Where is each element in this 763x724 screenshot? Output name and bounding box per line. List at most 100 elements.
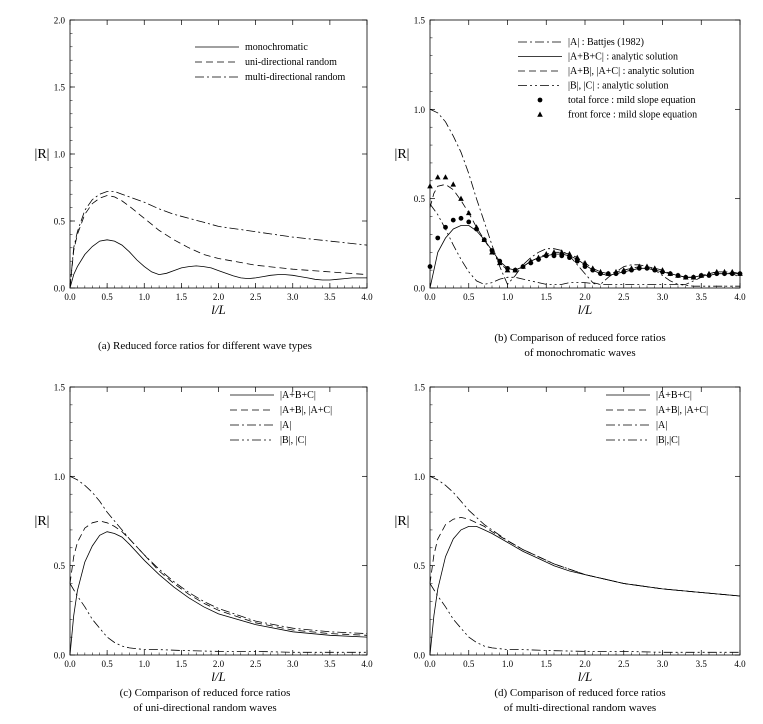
x-tick-label: 1.5 bbox=[176, 659, 188, 669]
legend-item: |A+B|, |A+C| : analytic solution bbox=[518, 66, 694, 77]
data-point-triangle bbox=[628, 265, 635, 271]
legend: |A| : Battjes (1982) |A+B+C| : analytic s… bbox=[518, 37, 697, 121]
data-point-triangle bbox=[450, 181, 457, 187]
data-point-triangle bbox=[481, 236, 488, 242]
series-line bbox=[69, 531, 368, 656]
legend-label: monochromatic bbox=[245, 42, 308, 53]
series-line bbox=[429, 526, 741, 656]
legend-marker-circle bbox=[537, 97, 543, 103]
legend-item: front force : mild slope equation bbox=[537, 110, 697, 121]
data-point-triangle bbox=[737, 270, 743, 276]
series-2 bbox=[69, 520, 368, 636]
data-point-circle bbox=[443, 224, 448, 230]
series-4 bbox=[429, 203, 740, 287]
data-point-triangle bbox=[558, 249, 565, 255]
legend: monochromatic uni-directional random multi… bbox=[195, 42, 345, 83]
data-point-triangle bbox=[442, 174, 449, 180]
series-1 bbox=[69, 239, 367, 289]
data-point-triangle bbox=[706, 270, 712, 276]
data-point-triangle bbox=[496, 259, 503, 266]
series-line bbox=[69, 195, 368, 289]
data-point-triangle bbox=[721, 268, 728, 275]
y-tick-label: 0.0 bbox=[414, 284, 426, 294]
panel-b-caption: (b) Comparison of reduced force ratios o… bbox=[400, 331, 760, 361]
y-tick-label: 1.0 bbox=[414, 472, 426, 482]
data-point-triangle bbox=[605, 270, 612, 276]
x-tick-label: 0.0 bbox=[424, 659, 436, 669]
legend-label: |B|,|C| bbox=[656, 435, 680, 446]
legend-item: |B|, |C| : analytic solution bbox=[518, 81, 669, 92]
series-3 bbox=[69, 191, 368, 289]
x-axis-label: l/L bbox=[211, 669, 225, 684]
x-tick-label: 2.0 bbox=[213, 292, 225, 302]
panel-c: 0.0 0.5 1.0 1.5 2.0 2.5 3.0 3.5 4.0 0.0 0.5 1.0 1.5 l… bbox=[35, 383, 374, 685]
y-tick-label: 0.5 bbox=[414, 194, 426, 204]
x-tick-label: 1.5 bbox=[176, 292, 188, 302]
data-point-triangle bbox=[527, 258, 534, 264]
data-point-triangle bbox=[613, 268, 619, 275]
x-tick-label: 3.5 bbox=[324, 292, 336, 302]
y-tick-label: 1.5 bbox=[54, 83, 66, 93]
legend-item: uni-directional random bbox=[195, 57, 337, 68]
y-axis-label: |R| bbox=[395, 147, 410, 162]
x-tick-label: 1.0 bbox=[502, 659, 514, 669]
legend-item: |A| bbox=[606, 420, 667, 431]
series-line bbox=[69, 583, 367, 653]
legend-item: |A+B+C| bbox=[606, 390, 692, 401]
x-tick-label: 0.5 bbox=[102, 292, 114, 302]
data-point-triangle bbox=[682, 274, 689, 280]
x-axis-label: l/L bbox=[211, 302, 225, 317]
data-point-circle bbox=[574, 258, 580, 264]
series-line bbox=[429, 203, 740, 287]
x-tick-label: 1.5 bbox=[541, 659, 553, 669]
x-tick-label: 2.0 bbox=[213, 659, 225, 669]
panel-b-caption-line-2: of monochromatic waves bbox=[524, 347, 636, 359]
data-point-triangle bbox=[698, 272, 705, 278]
data-point-circle bbox=[466, 219, 472, 225]
legend-item: |B|,|C| bbox=[606, 435, 680, 446]
series-1 bbox=[429, 108, 741, 286]
data-point-triangle bbox=[667, 270, 674, 276]
legend-label: |A+B|, |A+C| bbox=[656, 405, 708, 416]
legend-label: |A+B|, |A+C| bbox=[280, 405, 332, 416]
series-4 bbox=[429, 583, 740, 653]
data-point-triangle bbox=[434, 174, 441, 180]
series-1 bbox=[429, 526, 741, 656]
x-tick-label: 4.0 bbox=[361, 659, 373, 669]
y-tick-label: 1.5 bbox=[414, 383, 426, 393]
x-axis-label: l/L bbox=[578, 669, 592, 684]
data-point-circle bbox=[559, 253, 565, 259]
x-tick-label: 1.0 bbox=[502, 292, 514, 302]
y-tick-label: 1.0 bbox=[54, 150, 66, 160]
data-point-triangle bbox=[589, 265, 596, 271]
x-tick-label: 0.5 bbox=[102, 659, 114, 669]
data-point-circle bbox=[458, 215, 464, 221]
data-point-circle bbox=[551, 253, 557, 259]
x-tick-label: 0.0 bbox=[64, 292, 76, 302]
data-point-triangle bbox=[574, 254, 581, 260]
x-tick-label: 0.0 bbox=[64, 659, 76, 669]
series-6 bbox=[427, 174, 743, 280]
data-point-triangle bbox=[620, 267, 627, 273]
y-axis-label: |R| bbox=[35, 147, 50, 162]
data-point-triangle bbox=[566, 251, 573, 257]
legend-label: |B|, |C| : analytic solution bbox=[568, 81, 669, 92]
legend-label: uni-directional random bbox=[245, 57, 337, 68]
legend-item: multi-directional random bbox=[195, 72, 345, 83]
data-point-triangle bbox=[427, 183, 433, 189]
legend-label: |A| : Battjes (1982) bbox=[568, 37, 644, 48]
legend-label: total force : mild slope equation bbox=[568, 95, 695, 106]
series-line bbox=[69, 191, 368, 289]
data-point-triangle bbox=[458, 195, 464, 201]
data-point-triangle bbox=[636, 263, 643, 269]
data-point-circle bbox=[582, 264, 588, 269]
x-tick-label: 0.5 bbox=[463, 292, 475, 302]
x-tick-label: 3.0 bbox=[287, 659, 299, 669]
x-tick-label: 1.0 bbox=[139, 659, 151, 669]
panel-d-caption-line-2: of multi-directional random waves bbox=[503, 702, 657, 714]
series-line bbox=[429, 516, 741, 597]
legend-item: |A| : Battjes (1982) bbox=[518, 37, 644, 48]
legend: |A+B+C| |A+B|, |A+C| |A| |B|,|C| bbox=[606, 390, 708, 446]
x-tick-label: 3.5 bbox=[324, 659, 336, 669]
x-tick-label: 3.0 bbox=[657, 659, 669, 669]
